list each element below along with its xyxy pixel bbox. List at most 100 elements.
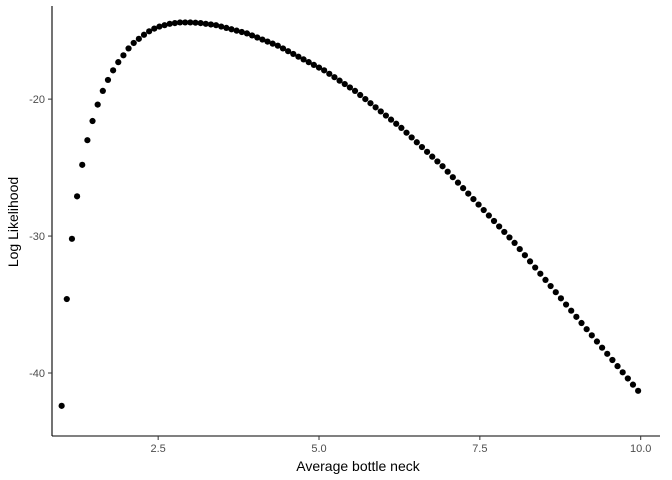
data-point (207, 21, 215, 28)
data-point (326, 70, 333, 77)
data-point (94, 101, 101, 108)
data-point (547, 282, 554, 290)
y-tick-label: -20 (29, 94, 45, 106)
data-point (197, 20, 204, 27)
data-point (593, 338, 601, 345)
data-point (635, 387, 642, 394)
data-point (439, 163, 446, 170)
data-point (372, 104, 379, 111)
data-point (357, 91, 364, 99)
data-point (161, 22, 168, 29)
data-point (532, 264, 539, 271)
data-point (444, 168, 451, 175)
data-point (480, 206, 487, 214)
data-point (99, 87, 106, 94)
data-point (362, 96, 369, 103)
data-point (537, 270, 544, 277)
data-point (321, 67, 328, 74)
x-tick-label: 5.0 (311, 443, 326, 455)
data-point (310, 61, 317, 68)
data-points (58, 19, 642, 409)
data-point (166, 20, 173, 27)
data-point (68, 235, 76, 242)
data-point (449, 174, 456, 181)
data-point (151, 25, 158, 32)
data-point (279, 45, 287, 52)
data-point (496, 223, 503, 230)
data-point (125, 45, 132, 52)
x-tick-label: 2.5 (151, 443, 166, 455)
data-point (408, 134, 415, 141)
data-point (336, 77, 343, 84)
data-point (73, 193, 81, 200)
data-point (315, 64, 323, 71)
data-point (233, 27, 240, 34)
data-point (629, 381, 637, 388)
data-point (506, 234, 513, 241)
data-point (300, 56, 307, 63)
data-point (490, 217, 498, 225)
data-point (84, 137, 91, 144)
data-point (475, 201, 482, 208)
data-point (516, 245, 523, 253)
data-point (171, 20, 178, 27)
y-tick-label: -40 (29, 368, 45, 380)
data-point (511, 239, 518, 247)
data-point (202, 20, 209, 27)
data-point (89, 117, 96, 125)
data-point (470, 195, 477, 203)
y-axis-ticks: -40 -30 -20 (29, 94, 52, 380)
data-point (110, 67, 117, 74)
data-point (223, 24, 230, 32)
data-point (115, 59, 122, 66)
data-point (341, 80, 348, 88)
data-point (393, 120, 400, 127)
data-point (295, 53, 302, 60)
data-point (377, 108, 384, 115)
data-point (135, 35, 142, 42)
data-point (259, 36, 266, 43)
data-point (454, 179, 462, 186)
data-point (423, 148, 431, 155)
data-point (398, 124, 405, 131)
data-point (460, 185, 467, 192)
data-point (583, 326, 590, 333)
y-axis-title: Log Likelihood (5, 177, 21, 267)
data-point (63, 295, 70, 303)
data-point (485, 212, 492, 219)
data-point (413, 139, 420, 146)
data-point (243, 30, 251, 37)
data-point (218, 23, 225, 30)
x-axis-ticks: 2.5 5.0 7.5 10.0 (151, 436, 651, 455)
data-point (274, 42, 281, 49)
data-point (557, 295, 565, 302)
x-axis-title: Average bottle neck (296, 458, 420, 474)
data-point (542, 276, 549, 283)
data-point (187, 19, 194, 26)
data-point (146, 28, 153, 35)
data-point (526, 258, 534, 265)
data-point (269, 40, 276, 47)
data-point (331, 74, 338, 81)
data-point (614, 363, 621, 370)
data-point (212, 22, 220, 29)
data-point (562, 301, 570, 308)
x-tick-label: 10.0 (630, 443, 651, 455)
data-point (521, 252, 528, 259)
data-point (182, 19, 189, 26)
data-point (403, 129, 410, 136)
data-point (367, 100, 374, 107)
x-tick-label: 7.5 (472, 443, 487, 455)
data-point (501, 228, 508, 236)
data-point (619, 369, 626, 376)
data-point (418, 143, 426, 151)
data-point (465, 190, 472, 197)
data-point (588, 332, 595, 339)
data-point (568, 307, 575, 314)
data-point (573, 313, 580, 320)
data-point (248, 32, 256, 39)
data-point (130, 39, 137, 47)
data-point (552, 289, 559, 296)
